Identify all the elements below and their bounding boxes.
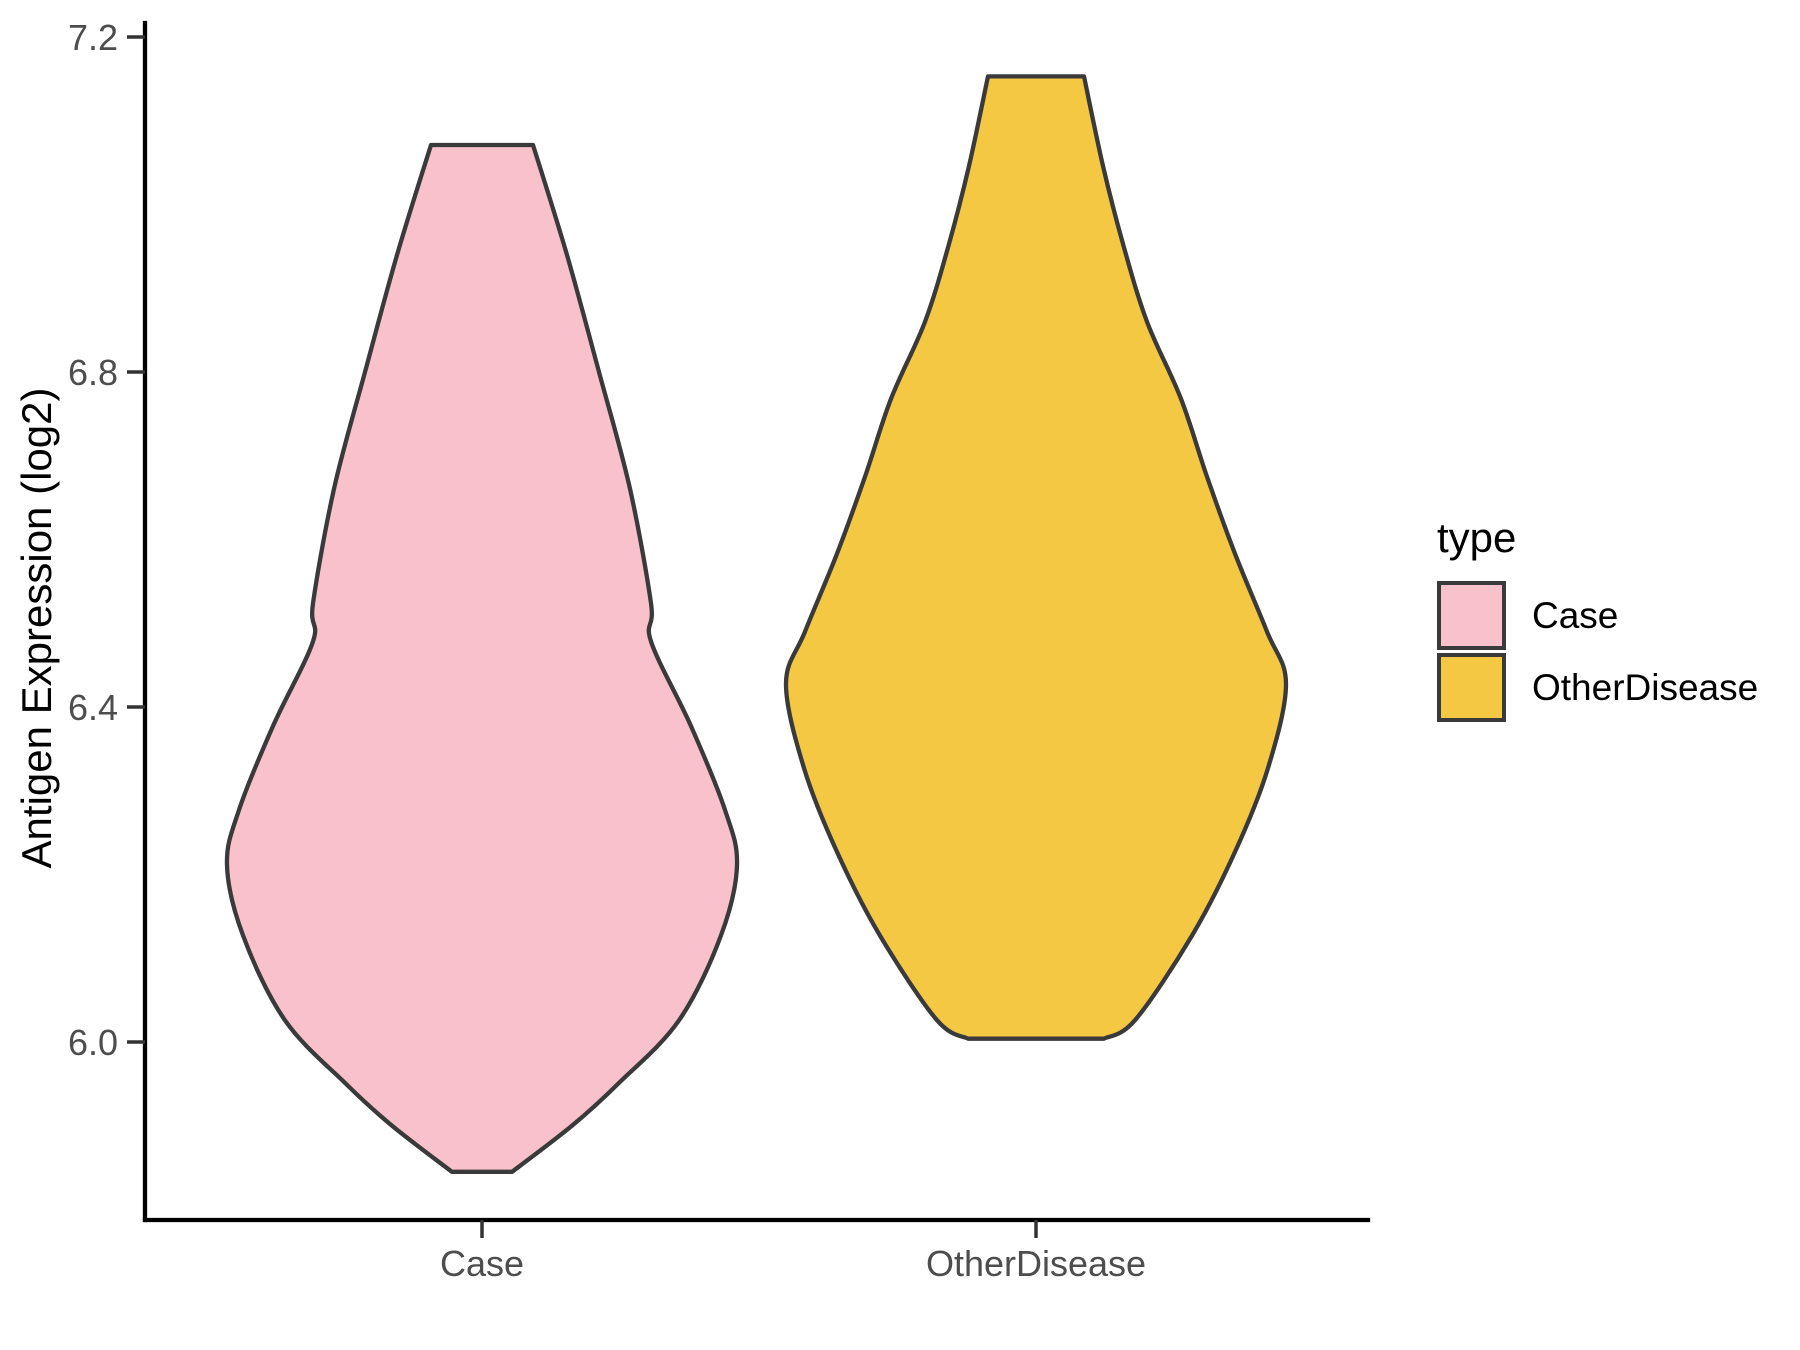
y-tick-label-6-0: 6.0 xyxy=(67,1022,118,1063)
legend-title: type xyxy=(1437,514,1517,561)
legend: type Case OtherDisease xyxy=(1437,517,1758,725)
legend-item-otherdisease: OtherDisease xyxy=(1437,653,1758,722)
legend-item-case: Case xyxy=(1437,581,1758,650)
y-tick-label-6-4: 6.4 xyxy=(67,687,118,728)
x-tick-label-otherdisease: OtherDisease xyxy=(925,1243,1147,1284)
x-tick-label-case: Case xyxy=(439,1243,525,1284)
violin-case xyxy=(224,142,740,1174)
legend-swatch-otherdisease xyxy=(1437,653,1506,722)
y-tick-label-7-2: 7.2 xyxy=(67,17,118,58)
violin-otherdisease xyxy=(783,74,1289,1041)
legend-label-otherdisease: OtherDisease xyxy=(1532,666,1759,708)
legend-label-case: Case xyxy=(1532,594,1619,636)
y-tick-label-6-8: 6.8 xyxy=(67,352,118,393)
y-axis-title: Antigen Expression (log2) xyxy=(13,387,60,869)
legend-swatch-case xyxy=(1437,581,1506,650)
